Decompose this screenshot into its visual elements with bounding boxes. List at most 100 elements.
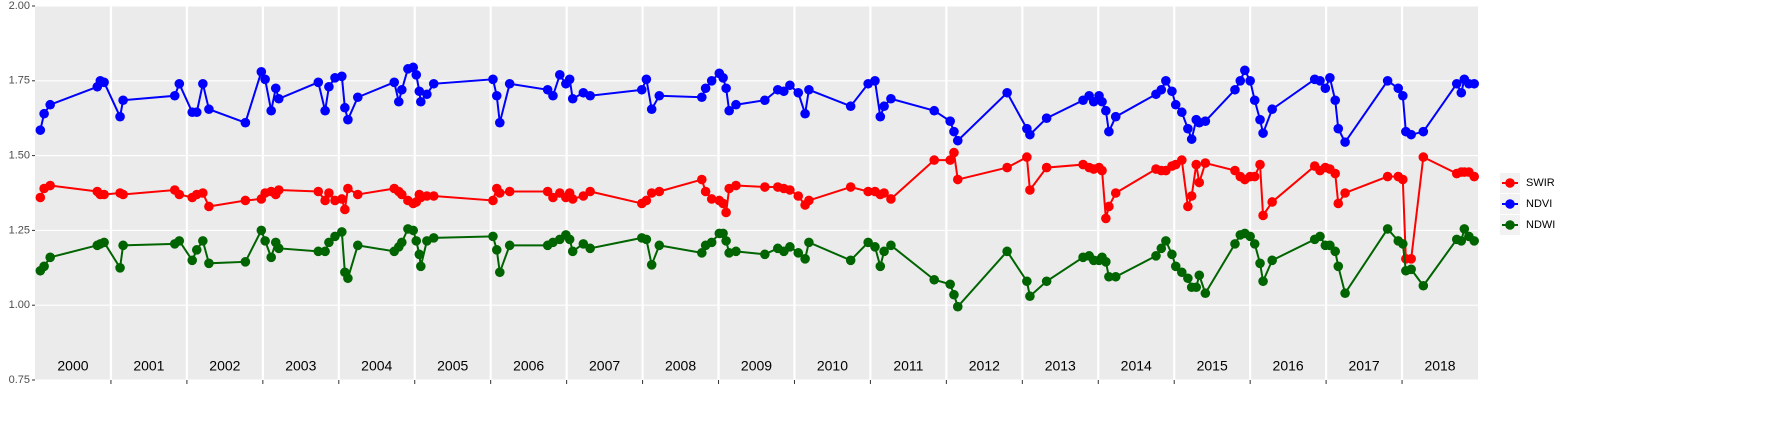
point	[494, 117, 505, 128]
point	[1104, 271, 1114, 282]
point	[504, 240, 515, 251]
point	[654, 240, 665, 251]
point	[1418, 280, 1429, 291]
point	[115, 263, 125, 273]
point	[875, 111, 886, 122]
y-tick-label: 0.75	[9, 374, 30, 386]
point	[1194, 177, 1205, 188]
y-tick-label: 2.00	[9, 0, 30, 12]
point	[721, 207, 731, 218]
year-label: 2009	[741, 358, 772, 374]
point	[39, 108, 49, 119]
point	[1161, 76, 1171, 86]
point	[1025, 291, 1035, 302]
year-label: 2006	[513, 358, 544, 374]
point	[204, 258, 214, 269]
year-label: 2016	[1273, 358, 1304, 374]
point	[1097, 165, 1107, 176]
point	[313, 77, 324, 88]
point	[1041, 113, 1052, 123]
point	[1255, 258, 1265, 269]
point	[491, 245, 502, 255]
point	[1230, 84, 1240, 95]
point	[1025, 129, 1035, 140]
year-label: 2014	[1121, 358, 1152, 374]
point	[422, 191, 432, 201]
point	[1191, 159, 1202, 170]
point	[1240, 65, 1250, 76]
point	[1340, 137, 1350, 147]
point	[1315, 76, 1325, 86]
point	[929, 274, 940, 285]
point	[337, 227, 347, 237]
point	[1255, 114, 1265, 125]
point	[1330, 95, 1341, 106]
point	[198, 188, 208, 198]
point	[718, 228, 728, 239]
point	[1191, 282, 1202, 293]
point	[567, 194, 578, 204]
point	[352, 189, 363, 200]
point	[945, 155, 955, 165]
point	[204, 201, 214, 212]
point	[646, 260, 657, 270]
point	[1382, 76, 1393, 86]
point	[1245, 231, 1255, 242]
point	[697, 174, 707, 185]
point	[641, 234, 652, 245]
point	[174, 78, 185, 89]
point	[760, 95, 770, 106]
point	[731, 246, 741, 257]
point	[929, 155, 940, 165]
point	[1097, 96, 1107, 107]
point	[785, 80, 795, 91]
point	[1451, 78, 1462, 89]
point	[1200, 158, 1211, 168]
year-label: 2001	[133, 358, 164, 374]
point	[564, 234, 575, 245]
point	[760, 249, 770, 260]
point	[1167, 86, 1177, 97]
point	[1156, 84, 1167, 95]
y-tick-label: 1.50	[9, 150, 30, 162]
point	[1041, 276, 1052, 287]
point	[266, 252, 276, 263]
point	[198, 78, 208, 89]
point	[1382, 224, 1393, 234]
legend-label: NDVI	[1526, 198, 1552, 210]
point	[700, 186, 711, 197]
legend-point	[1505, 178, 1515, 188]
point	[804, 195, 814, 206]
point	[1230, 239, 1240, 249]
year-label: 2015	[1197, 358, 1228, 374]
point	[191, 245, 202, 255]
point	[260, 74, 270, 85]
point	[260, 236, 270, 246]
point	[706, 194, 717, 204]
point	[270, 83, 281, 94]
point	[721, 236, 731, 246]
legend-point	[1505, 199, 1515, 209]
point	[1267, 104, 1277, 115]
point	[1333, 198, 1344, 209]
point	[204, 104, 214, 115]
point	[352, 92, 363, 103]
point	[389, 77, 400, 88]
point	[45, 180, 55, 191]
point	[1110, 111, 1121, 122]
point	[494, 188, 505, 198]
point	[654, 186, 665, 197]
year-label: 2007	[589, 358, 620, 374]
point	[1177, 155, 1187, 165]
point	[1393, 83, 1404, 94]
point	[585, 186, 595, 197]
point	[554, 70, 565, 80]
year-label: 2004	[361, 358, 392, 374]
point	[564, 74, 575, 85]
point	[641, 74, 652, 85]
point	[99, 237, 109, 248]
point	[1161, 236, 1171, 246]
point	[99, 189, 109, 200]
point	[491, 90, 502, 101]
point	[886, 240, 896, 251]
